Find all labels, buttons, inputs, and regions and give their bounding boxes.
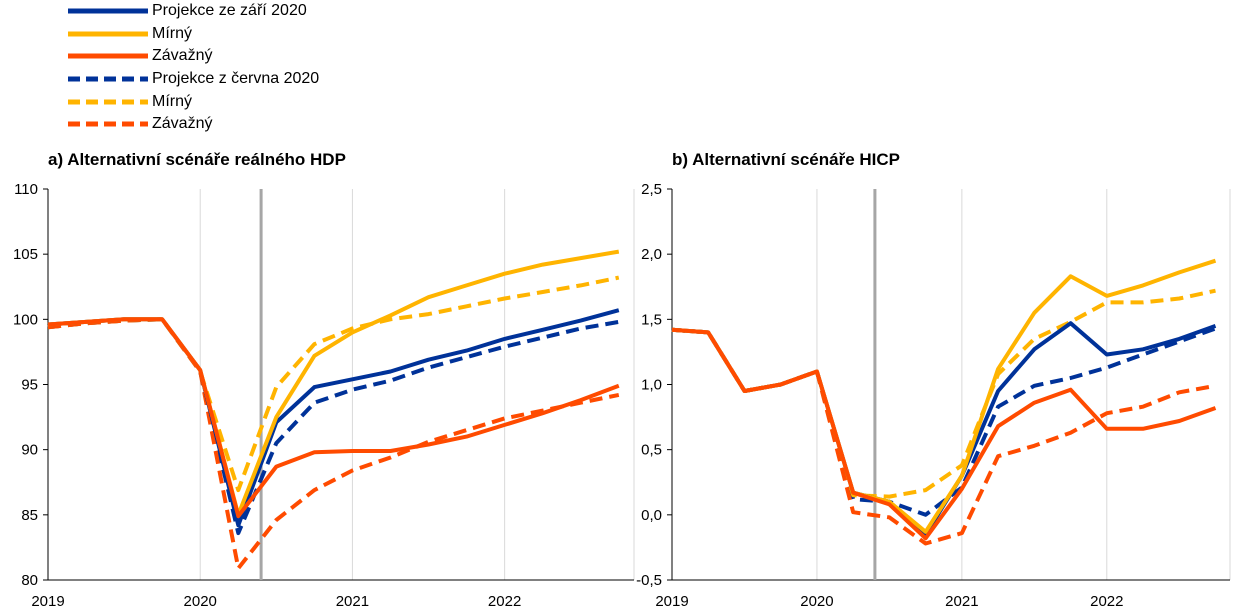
chart-b-title: b) Alternativní scénáře HICP	[672, 150, 900, 169]
chart-a-y-tick-label: 80	[21, 572, 38, 589]
legend-swatch	[68, 99, 148, 105]
legend-label: Závažný	[152, 115, 213, 133]
legend-label: Mírný	[152, 24, 192, 42]
chart-b-y-tick-label: 0,0	[641, 507, 662, 524]
chart-b-x-tick-label: 2022	[1090, 593, 1123, 610]
chart-b-y-tick-label: -0,5	[636, 572, 662, 589]
legend-item: Mírný	[68, 23, 319, 46]
legend-item: Závažný	[68, 45, 319, 68]
chart-b-y-tick-label: 0,5	[641, 442, 662, 459]
legend-label: Závažný	[152, 47, 213, 65]
legend-item: Závažný	[68, 113, 319, 136]
chart-b-x-tick-label: 2019	[655, 593, 688, 610]
chart-b-y-tick-label: 1,5	[641, 311, 662, 328]
legend-swatch	[68, 121, 148, 127]
chart-b-x-tick-label: 2020	[800, 593, 833, 610]
legend-swatch	[68, 8, 148, 14]
legend-swatch	[68, 76, 148, 82]
chart-a-y-tick-label: 95	[21, 377, 38, 394]
legend-label: Mírný	[152, 92, 192, 110]
chart-b-series-line-june-4	[671, 288, 1216, 499]
chart-b-x-tick-label: 2021	[945, 593, 978, 610]
legend-label: Projekce ze září 2020	[152, 2, 307, 20]
chart-a-x-tick-label: 2020	[184, 593, 217, 610]
legend: Projekce ze září 2020 Mírný Závažný Proj…	[68, 0, 319, 136]
chart-a-y-tick-label: 90	[21, 442, 38, 459]
chart-a-series-line-sept-2	[47, 317, 620, 519]
legend-swatch	[68, 53, 148, 59]
chart-a-x-tick-label: 2022	[488, 593, 521, 610]
legend-label: Projekce z června 2020	[152, 70, 320, 88]
chart-a-x-tick-label: 2021	[336, 593, 369, 610]
legend-swatch	[68, 31, 148, 37]
chart-a-gdp: 2019 2020 2021 2022 80 85 90 95 100 105 110	[13, 181, 635, 610]
legend-item: Projekce ze září 2020	[68, 0, 319, 23]
chart-b-y-tick-label: 2,5	[641, 181, 662, 198]
chart-a-title: a) Alternativní scénáře reálného HDP	[48, 150, 346, 169]
chart-b-y-tick-label: 1,0	[641, 377, 662, 394]
chart-b-series-line-june-3	[671, 326, 1217, 517]
chart-a-y-tick-label: 100	[13, 311, 38, 328]
legend-item: Mírný	[68, 90, 319, 113]
chart-a-series-line-june-4	[47, 275, 620, 493]
chart-a-y-tick-label: 110	[14, 181, 38, 198]
chart-b-y-tick-label: 2,0	[641, 246, 662, 263]
legend-item: Projekce z června 2020	[68, 68, 319, 91]
chart-a-y-tick-label: 105	[13, 246, 38, 263]
chart-b-series-line-sept-2	[671, 327, 1217, 541]
chart-a-series-line-june-5	[47, 317, 620, 571]
chart-a-x-tick-label: 2019	[31, 593, 64, 610]
chart-a-y-tick-label: 85	[21, 507, 38, 524]
